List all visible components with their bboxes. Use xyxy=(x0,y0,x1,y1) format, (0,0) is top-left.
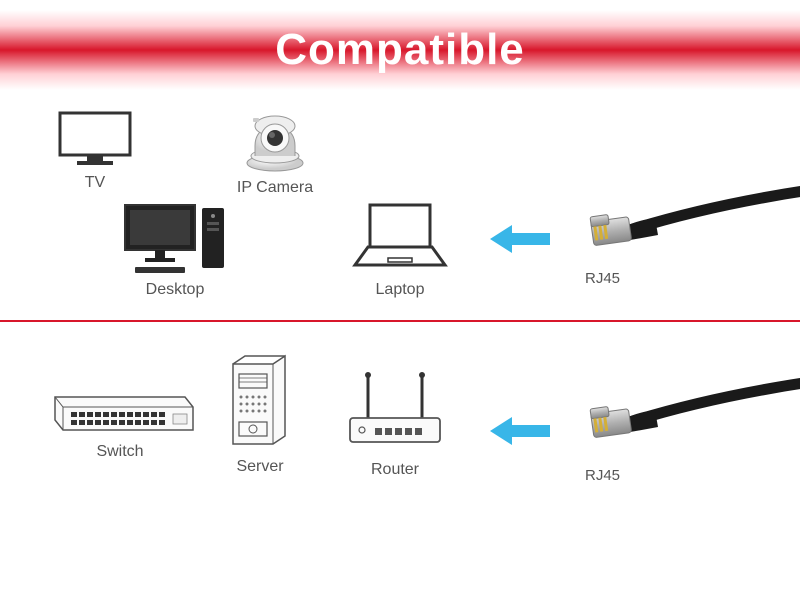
router-icon xyxy=(340,370,450,455)
bottom-device-section: Switch Server xyxy=(0,322,800,542)
desktop-label: Desktop xyxy=(146,281,205,299)
device-server: Server xyxy=(225,352,295,476)
laptop-icon xyxy=(350,200,450,275)
top-device-section: TV IP Camera xyxy=(0,90,800,320)
tv-label: TV xyxy=(85,174,105,192)
laptop-label: Laptop xyxy=(376,281,425,299)
device-ip-camera: IP Camera xyxy=(235,98,315,197)
arrow-left-icon xyxy=(490,417,550,445)
router-label: Router xyxy=(371,461,419,479)
device-router: Router xyxy=(340,370,450,479)
title-banner: Compatible xyxy=(0,10,800,90)
device-laptop: Laptop xyxy=(350,200,450,299)
server-icon xyxy=(225,352,295,452)
rj45-cable-top xyxy=(570,185,800,280)
switch-icon xyxy=(45,382,195,437)
arrow-left-icon xyxy=(490,225,550,253)
ip-camera-label: IP Camera xyxy=(237,179,313,197)
banner-title: Compatible xyxy=(275,25,525,75)
device-switch: Switch xyxy=(45,382,195,461)
tv-icon xyxy=(55,108,135,168)
ip-camera-icon xyxy=(235,98,315,173)
desktop-icon xyxy=(120,200,230,275)
server-label: Server xyxy=(236,458,283,476)
rj45-cable-bottom xyxy=(570,377,800,472)
device-tv: TV xyxy=(55,108,135,192)
device-desktop: Desktop xyxy=(120,200,230,299)
switch-label: Switch xyxy=(96,443,143,461)
